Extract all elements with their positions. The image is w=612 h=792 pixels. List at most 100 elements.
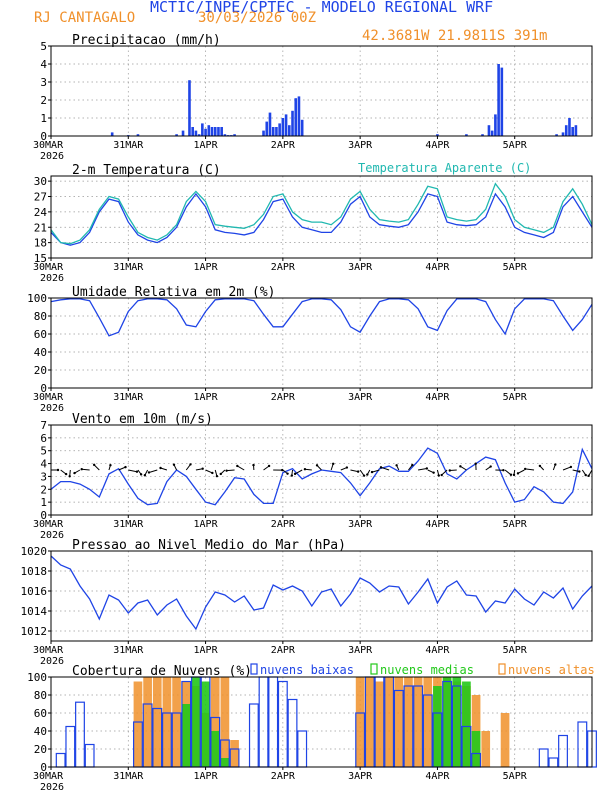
- cloud-bar-nuvens-altas: [152, 677, 162, 767]
- cloud-bar-nuvens-medias: [191, 677, 201, 767]
- x-tick-label: 2APR: [271, 262, 296, 273]
- precip-bar: [262, 130, 265, 136]
- wind-arrowhead: [211, 471, 214, 475]
- cloud-bar-nuvens-medias: [462, 681, 471, 767]
- cloud-bar-nuvens-altas: [375, 681, 384, 767]
- wind-arrowhead: [267, 464, 271, 468]
- wind-arrowhead: [189, 463, 192, 466]
- year-label: 2026: [40, 530, 64, 541]
- y-tick-label: 3: [40, 470, 47, 483]
- precip-bar: [574, 125, 578, 136]
- y-tick-label: 1014: [21, 605, 48, 618]
- x-tick-label: 1APR: [194, 140, 219, 151]
- cloud-bar-nuvens-medias: [442, 677, 452, 767]
- x-tick-label: 2APR: [271, 140, 296, 151]
- precip-bar: [175, 134, 178, 136]
- x-tick-label: 5APR: [503, 392, 528, 403]
- y-tick-label: 7: [40, 419, 47, 432]
- wind-arrowhead: [432, 471, 435, 474]
- y-tick-label: 20: [34, 364, 47, 377]
- wind-arrowhead: [92, 463, 96, 467]
- cloud-bar-nuvens-baixas: [65, 725, 76, 768]
- precip-bar: [268, 112, 272, 136]
- wind-arrowhead: [448, 469, 451, 472]
- cloud-bar-nuvens-altas: [162, 677, 172, 767]
- precip-bar: [571, 127, 574, 136]
- panel-frame: [50, 550, 593, 642]
- wind-arrow: [294, 469, 303, 475]
- wind-arrowhead: [345, 466, 349, 469]
- wind-arrowhead: [252, 463, 255, 467]
- wind-arrowhead: [280, 468, 284, 472]
- precip-bar: [275, 127, 278, 136]
- cloud-bar-nuvens-baixas: [248, 703, 259, 768]
- wind-arrow: [226, 469, 235, 472]
- x-tick-label: 30MAR: [33, 645, 64, 656]
- cloud-bar-nuvens-baixas: [84, 743, 95, 768]
- cloud-bar-nuvens-altas: [500, 713, 510, 767]
- wind-arrow: [237, 465, 245, 471]
- x-tick-label: 3APR: [348, 392, 373, 403]
- panel-precip: 0 1 2 3 4 5 30MAR 31MAR 1APR 2APR 3APR 4APR 5APR 2026…: [33, 33, 593, 162]
- precip-bar: [281, 118, 285, 136]
- y-tick-label: 2: [40, 94, 47, 107]
- wind-arrow: [128, 469, 138, 473]
- precip-bar: [481, 134, 484, 136]
- wind-arrowhead: [73, 471, 76, 475]
- panel-frame: [50, 175, 593, 259]
- series-line-Umidade-Relativa: [50, 298, 593, 337]
- wind-arrow: [380, 466, 390, 471]
- precip-bar: [294, 98, 298, 136]
- x-tick-label: 3APR: [348, 140, 373, 151]
- y-tick-label: 20: [34, 743, 47, 756]
- wind-arrowhead: [290, 474, 294, 477]
- y-tick-label: 4: [40, 458, 47, 471]
- x-tick-label: 30MAR: [33, 140, 64, 151]
- x-tick-label: 1APR: [194, 262, 219, 273]
- wind-arrowhead: [370, 470, 374, 474]
- y-tick-label: 80: [34, 310, 47, 323]
- wind-arrowhead: [293, 472, 297, 476]
- precip-bar: [284, 114, 288, 136]
- precip-bar: [300, 119, 304, 136]
- cloud-bar-nuvens-baixas: [268, 676, 279, 768]
- precip-bar: [201, 123, 204, 136]
- x-tick-label: 30MAR: [33, 519, 64, 530]
- panel-title: Umidade Relativa em 2m (%): [72, 285, 276, 300]
- x-tick-label: 1APR: [194, 645, 219, 656]
- wind-arrowhead: [502, 468, 505, 472]
- x-tick-label: 30MAR: [33, 262, 64, 273]
- run-date-label: 30/03/2026 00Z: [198, 10, 317, 26]
- y-tick-label: 0: [40, 761, 47, 774]
- y-tick-label: 0: [40, 130, 47, 143]
- panel-frame: [50, 297, 593, 389]
- wind-arrowhead: [437, 474, 441, 477]
- precip-bar: [207, 125, 211, 136]
- panel-title: 2-m Temperatura (C): [72, 163, 221, 178]
- cloud-bar-nuvens-altas: [143, 677, 152, 767]
- x-tick-label: 2APR: [271, 392, 296, 403]
- x-tick-label: 1APR: [194, 392, 219, 403]
- wind-arrowhead: [512, 473, 516, 477]
- x-tick-label: 5APR: [503, 140, 528, 151]
- precip-bar: [197, 134, 201, 136]
- wind-arrowhead: [236, 464, 239, 468]
- cloud-legend-swatch: [370, 663, 378, 675]
- year-label: 2026: [40, 403, 64, 414]
- cloud-legend-label: nuvens medias: [380, 663, 474, 677]
- cloud-bar-nuvens-medias: [452, 677, 462, 767]
- wind-arrow: [93, 464, 100, 471]
- cloud-legend-swatch: [250, 663, 258, 675]
- precip-bar: [568, 118, 571, 136]
- precip-bar: [233, 134, 236, 136]
- cloud-bar-nuvens-baixas: [75, 701, 85, 768]
- cloud-bar-nuvens-altas: [365, 677, 375, 767]
- wind-arrowhead: [509, 473, 513, 476]
- coordinates-label: 42.3681W 21.9811S 391m: [362, 28, 548, 44]
- x-tick-label: 31MAR: [113, 262, 144, 273]
- x-tick-label: 30MAR: [33, 771, 64, 782]
- series-line-Temperatura-2m: [50, 192, 593, 246]
- cloud-bar-nuvens-altas: [404, 677, 413, 767]
- x-tick-label: 31MAR: [113, 771, 144, 782]
